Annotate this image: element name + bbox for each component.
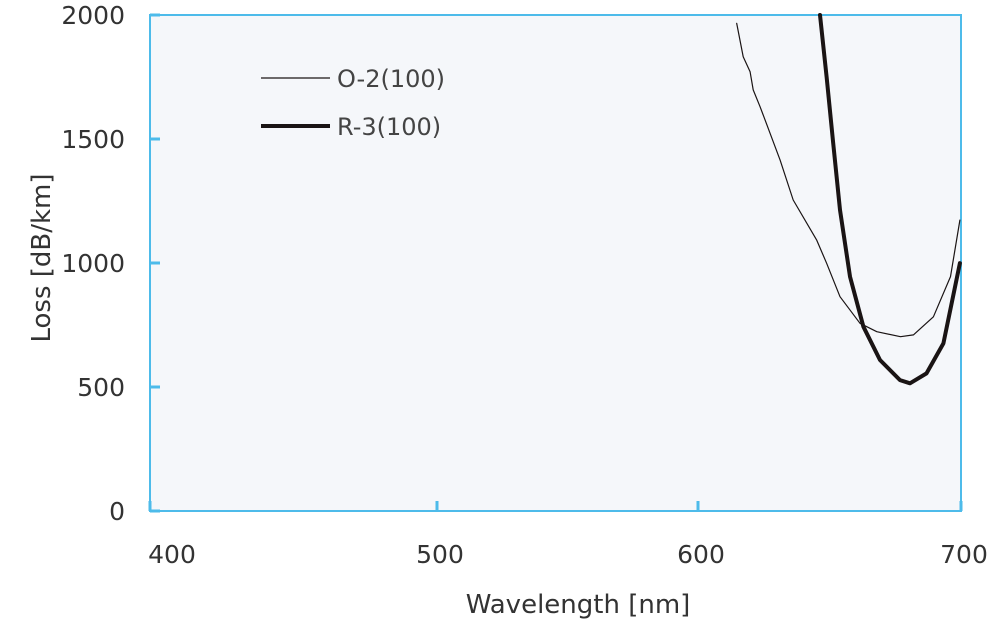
y-tick-label: 1000	[61, 249, 125, 278]
y-axis-label: Loss [dB/km]	[27, 173, 57, 342]
y-tick-label: 1500	[61, 125, 125, 154]
x-tick-label: 700	[940, 540, 988, 569]
x-tick-label: 600	[677, 540, 725, 569]
x-tick-label: 400	[148, 540, 196, 569]
y-tick-label: 2000	[61, 1, 125, 30]
series-line-R-3(100)	[818, 13, 962, 386]
y-tick-label: 0	[109, 497, 125, 526]
series-line-O-2(100)	[736, 22, 961, 338]
legend-label: R-3(100)	[337, 113, 441, 141]
x-tick-label: 500	[416, 540, 464, 569]
legend-label: O-2(100)	[337, 65, 445, 93]
plot-area	[149, 14, 962, 512]
y-tick-label: 500	[77, 373, 125, 402]
x-axis-label: Wavelength [nm]	[466, 590, 691, 620]
